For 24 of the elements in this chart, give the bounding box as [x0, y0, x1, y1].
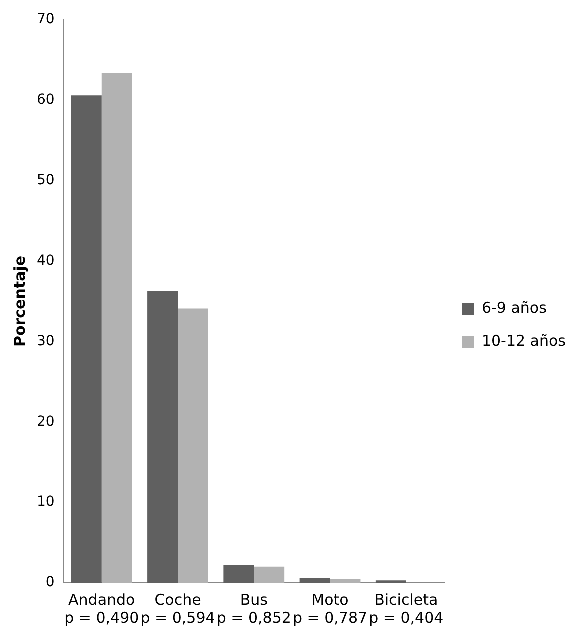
- y-tick-label: 0: [46, 574, 55, 591]
- x-tick-label: Coche p = 0,594: [140, 590, 216, 627]
- bar: [148, 291, 178, 583]
- y-tick-label: 10: [36, 494, 55, 510]
- bar: [254, 566, 285, 583]
- y-tick-label: 40: [36, 252, 55, 269]
- legend-label: 10-12 años: [482, 332, 566, 350]
- y-tick-label: 60: [36, 92, 55, 108]
- x-tick-label: Moto p = 0,787: [292, 590, 368, 627]
- bar: [330, 578, 361, 583]
- y-axis-title: Porcentaje: [10, 256, 29, 348]
- x-tick-label: Andando p = 0,490: [64, 590, 140, 627]
- y-tick-label: 70: [36, 12, 55, 28]
- bar: [300, 578, 330, 583]
- legend-label: 6-9 años: [482, 298, 548, 317]
- x-tick-label: Bus p = 0,852: [216, 590, 292, 627]
- bar: [102, 73, 132, 583]
- y-tick-label: 50: [36, 172, 55, 188]
- y-tick-label: 30: [36, 333, 55, 350]
- y-tick-label: 20: [36, 414, 55, 430]
- bar: [224, 565, 254, 583]
- x-tick-label: Bicicleta p = 0,404: [369, 590, 444, 627]
- bar: [71, 96, 102, 583]
- bar: [178, 308, 208, 583]
